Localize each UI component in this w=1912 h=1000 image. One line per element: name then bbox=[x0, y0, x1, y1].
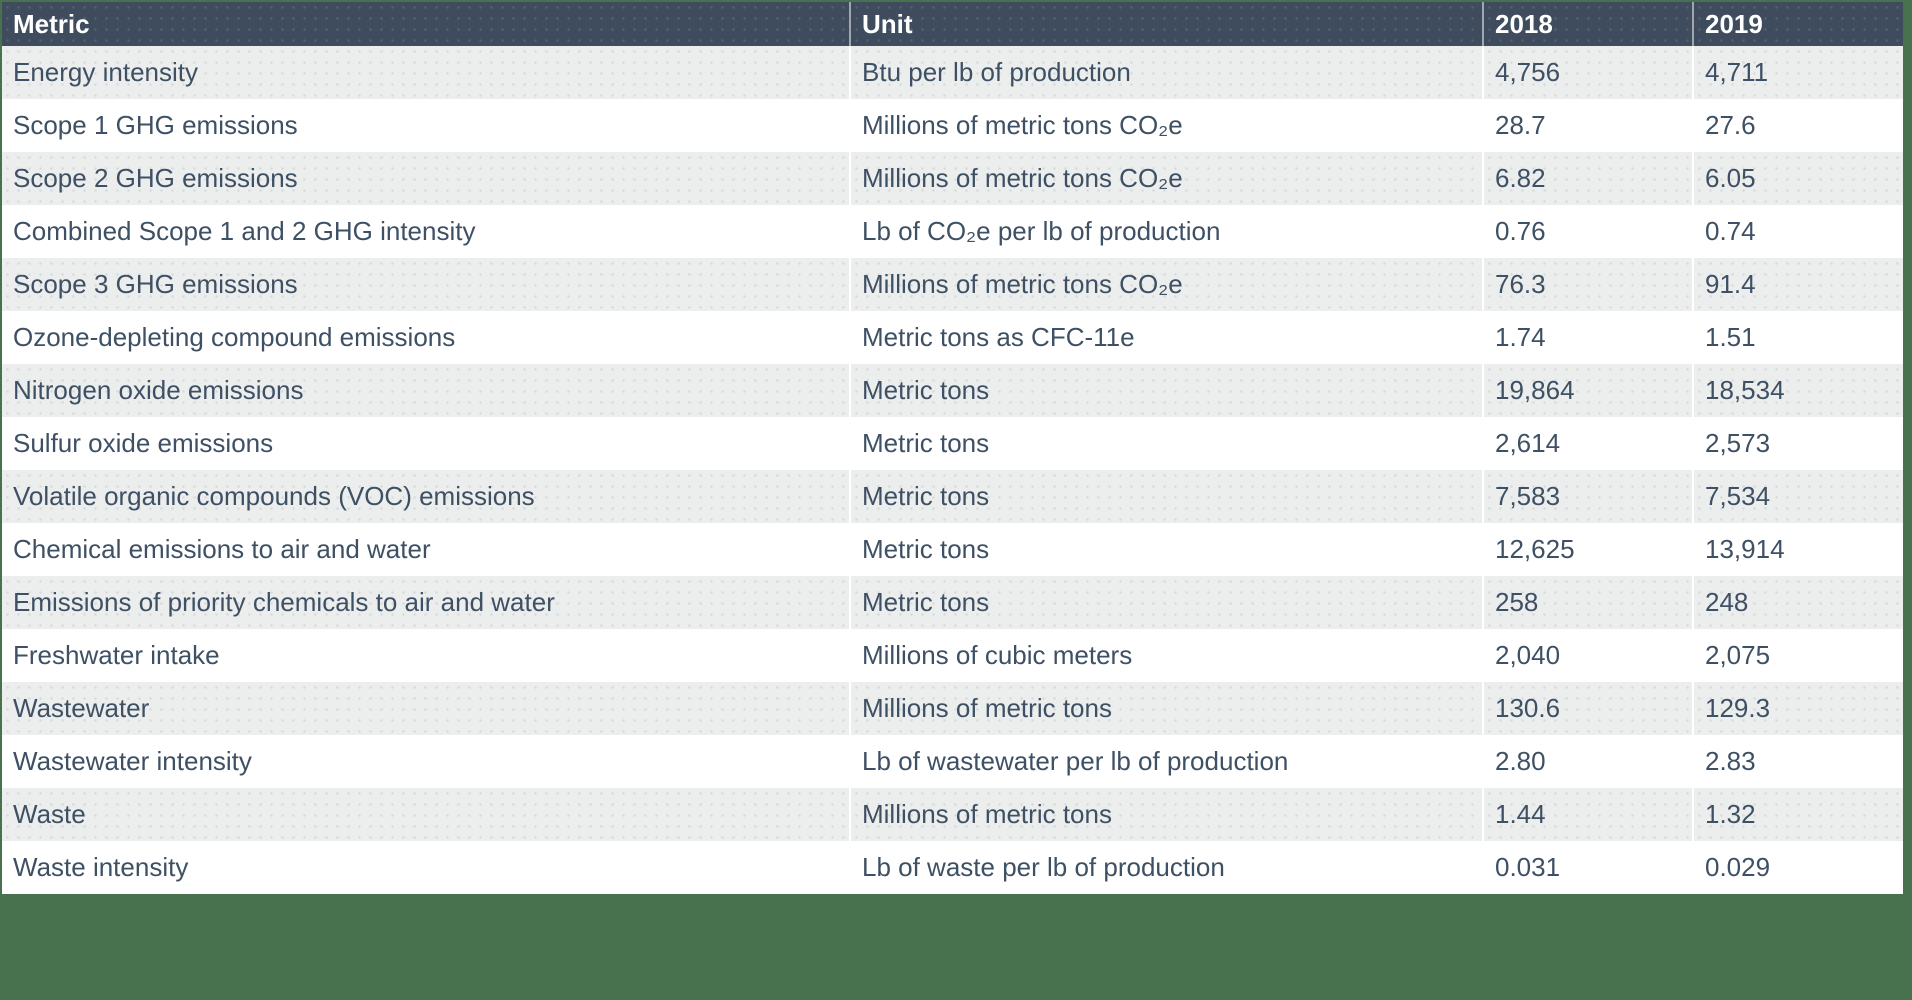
table-row: Nitrogen oxide emissions Metric tons 19,… bbox=[2, 364, 1903, 417]
value-2018-cell: 76.3 bbox=[1482, 258, 1693, 311]
value-2019-cell: 0.74 bbox=[1692, 205, 1903, 258]
table-row: Volatile organic compounds (VOC) emissio… bbox=[2, 470, 1903, 523]
table-row: Waste Millions of metric tons 1.44 1.32 bbox=[2, 788, 1903, 841]
unit-cell: Millions of metric tons CO₂e bbox=[849, 99, 1483, 152]
unit-cell: Millions of metric tons CO₂e bbox=[849, 152, 1483, 205]
value-2019-cell: 7,534 bbox=[1692, 470, 1903, 523]
unit-cell: Metric tons bbox=[849, 576, 1483, 629]
value-2018-cell: 0.031 bbox=[1482, 841, 1693, 894]
unit-cell: Lb of wastewater per lb of production bbox=[849, 735, 1483, 788]
value-2019-cell: 2,075 bbox=[1692, 629, 1903, 682]
table-row: Energy intensity Btu per lb of productio… bbox=[2, 46, 1903, 99]
value-2018-cell: 1.74 bbox=[1482, 311, 1693, 364]
unit-cell: Metric tons bbox=[849, 417, 1483, 470]
column-header-2018: 2018 bbox=[1482, 2, 1693, 46]
unit-cell: Metric tons bbox=[849, 523, 1483, 576]
value-2018-cell: 2.80 bbox=[1482, 735, 1693, 788]
metric-cell: Scope 1 GHG emissions bbox=[13, 110, 298, 140]
unit-cell: Millions of metric tons bbox=[849, 682, 1483, 735]
unit-cell: Millions of cubic meters bbox=[849, 629, 1483, 682]
value-2019-cell: 129.3 bbox=[1692, 682, 1903, 735]
value-2019-cell: 27.6 bbox=[1692, 99, 1903, 152]
metric-cell: Emissions of priority chemicals to air a… bbox=[2, 576, 850, 629]
value-2019-cell: 0.029 bbox=[1692, 841, 1903, 894]
metric-cell: Energy intensity bbox=[2, 46, 850, 99]
unit-cell: Millions of metric tons bbox=[849, 788, 1483, 841]
column-header-2019: 2019 bbox=[1692, 2, 1903, 46]
table-row: Combined Scope 1 and 2 GHG intensity Lb … bbox=[2, 205, 1903, 258]
esg-metrics-table: Metric Unit 2018 2019 Energy intensity B… bbox=[2, 2, 1903, 894]
unit-cell: Metric tons bbox=[849, 364, 1483, 417]
value-2018-cell: 4,756 bbox=[1482, 46, 1693, 99]
metric-cell: Combined Scope 1 and 2 GHG intensity bbox=[13, 216, 476, 246]
table-row: Wastewater Millions of metric tons 130.6… bbox=[2, 682, 1903, 735]
table-row: Scope 3 GHG emissions Millions of metric… bbox=[2, 258, 1903, 311]
table-row: Ozone-depleting compound emissions Metri… bbox=[2, 311, 1903, 364]
value-2019-cell: 18,534 bbox=[1692, 364, 1903, 417]
table-row: Emissions of priority chemicals to air a… bbox=[2, 576, 1903, 629]
table-row: Freshwater intake Millions of cubic mete… bbox=[2, 629, 1903, 682]
value-2018-cell: 1.44 bbox=[1482, 788, 1693, 841]
value-2018-cell: 19,864 bbox=[1482, 364, 1693, 417]
value-2018-cell: 2,614 bbox=[1482, 417, 1693, 470]
value-2019-cell: 13,914 bbox=[1692, 523, 1903, 576]
unit-cell: Metric tons bbox=[849, 470, 1483, 523]
metric-cell: Volatile organic compounds (VOC) emissio… bbox=[2, 470, 850, 523]
column-header-metric: Metric bbox=[2, 2, 850, 46]
value-2019-cell: 91.4 bbox=[1692, 258, 1903, 311]
table-container: Metric Unit 2018 2019 Energy intensity B… bbox=[2, 2, 1903, 894]
metric-cell: Waste intensity bbox=[13, 852, 189, 882]
value-2019-cell: 2.83 bbox=[1692, 735, 1903, 788]
value-2019-cell: 1.32 bbox=[1692, 788, 1903, 841]
table-row: Sulfur oxide emissions Metric tons 2,614… bbox=[2, 417, 1903, 470]
value-2018-cell: 258 bbox=[1482, 576, 1693, 629]
table-row: Scope 2 GHG emissions Millions of metric… bbox=[2, 152, 1903, 205]
metric-cell: Ozone-depleting compound emissions bbox=[13, 322, 456, 352]
unit-cell: Lb of waste per lb of production bbox=[849, 841, 1483, 894]
metric-cell: Wastewater intensity bbox=[13, 746, 252, 776]
metric-cell: Wastewater bbox=[2, 682, 850, 735]
table-row: Chemical emissions to air and water Metr… bbox=[2, 523, 1903, 576]
value-2018-cell: 0.76 bbox=[1482, 205, 1693, 258]
value-2019-cell: 248 bbox=[1692, 576, 1903, 629]
unit-cell: Millions of metric tons CO₂e bbox=[849, 258, 1483, 311]
metric-cell: Scope 3 GHG emissions bbox=[2, 258, 850, 311]
header-row: Metric Unit 2018 2019 bbox=[2, 2, 1903, 46]
table-row: Waste intensity Lb of waste per lb of pr… bbox=[2, 841, 1903, 894]
table-body: Energy intensity Btu per lb of productio… bbox=[2, 46, 1903, 894]
unit-cell: Metric tons as CFC-11e bbox=[849, 311, 1483, 364]
value-2018-cell: 7,583 bbox=[1482, 470, 1693, 523]
table-header: Metric Unit 2018 2019 bbox=[2, 2, 1903, 46]
metric-cell: Chemical emissions to air and water bbox=[13, 534, 431, 564]
value-2019-cell: 1.51 bbox=[1692, 311, 1903, 364]
metric-cell: Nitrogen oxide emissions bbox=[2, 364, 850, 417]
value-2018-cell: 6.82 bbox=[1482, 152, 1693, 205]
value-2019-cell: 4,711 bbox=[1692, 46, 1903, 99]
value-2019-cell: 6.05 bbox=[1692, 152, 1903, 205]
metric-cell: Scope 2 GHG emissions bbox=[2, 152, 850, 205]
metric-cell: Sulfur oxide emissions bbox=[13, 428, 274, 458]
value-2018-cell: 28.7 bbox=[1482, 99, 1693, 152]
table-row: Wastewater intensity Lb of wastewater pe… bbox=[2, 735, 1903, 788]
value-2018-cell: 2,040 bbox=[1482, 629, 1693, 682]
value-2018-cell: 130.6 bbox=[1482, 682, 1693, 735]
metric-cell: Waste bbox=[2, 788, 850, 841]
column-header-unit: Unit bbox=[849, 2, 1483, 46]
table-row: Scope 1 GHG emissions Millions of metric… bbox=[2, 99, 1903, 152]
value-2018-cell: 12,625 bbox=[1482, 523, 1693, 576]
unit-cell: Btu per lb of production bbox=[849, 46, 1483, 99]
unit-cell: Lb of CO₂e per lb of production bbox=[849, 205, 1483, 258]
value-2019-cell: 2,573 bbox=[1692, 417, 1903, 470]
metric-cell: Freshwater intake bbox=[13, 640, 220, 670]
